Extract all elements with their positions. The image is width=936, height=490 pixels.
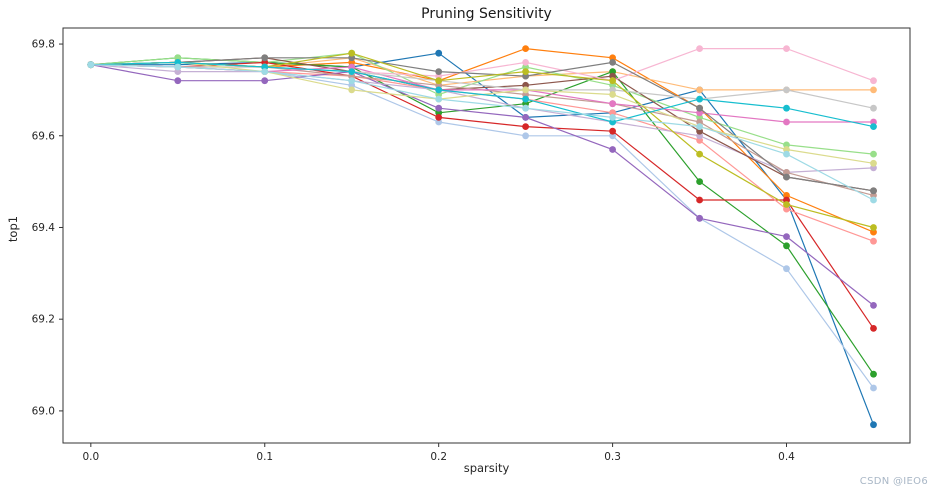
svg-text:0.0: 0.0 — [82, 451, 99, 463]
svg-text:69.2: 69.2 — [32, 314, 55, 326]
svg-text:0.1: 0.1 — [256, 451, 273, 463]
svg-text:0.2: 0.2 — [430, 451, 447, 463]
chart-title: Pruning Sensitivity — [421, 6, 552, 22]
x-axis-label: sparsity — [463, 461, 510, 475]
svg-text:69.0: 69.0 — [32, 405, 55, 417]
watermark: CSDN @IEO6 — [859, 476, 928, 487]
svg-text:0.4: 0.4 — [778, 451, 795, 463]
svg-text:0.3: 0.3 — [604, 451, 621, 463]
svg-text:69.6: 69.6 — [32, 130, 56, 142]
svg-text:69.8: 69.8 — [32, 39, 55, 51]
svg-text:69.4: 69.4 — [32, 222, 56, 234]
